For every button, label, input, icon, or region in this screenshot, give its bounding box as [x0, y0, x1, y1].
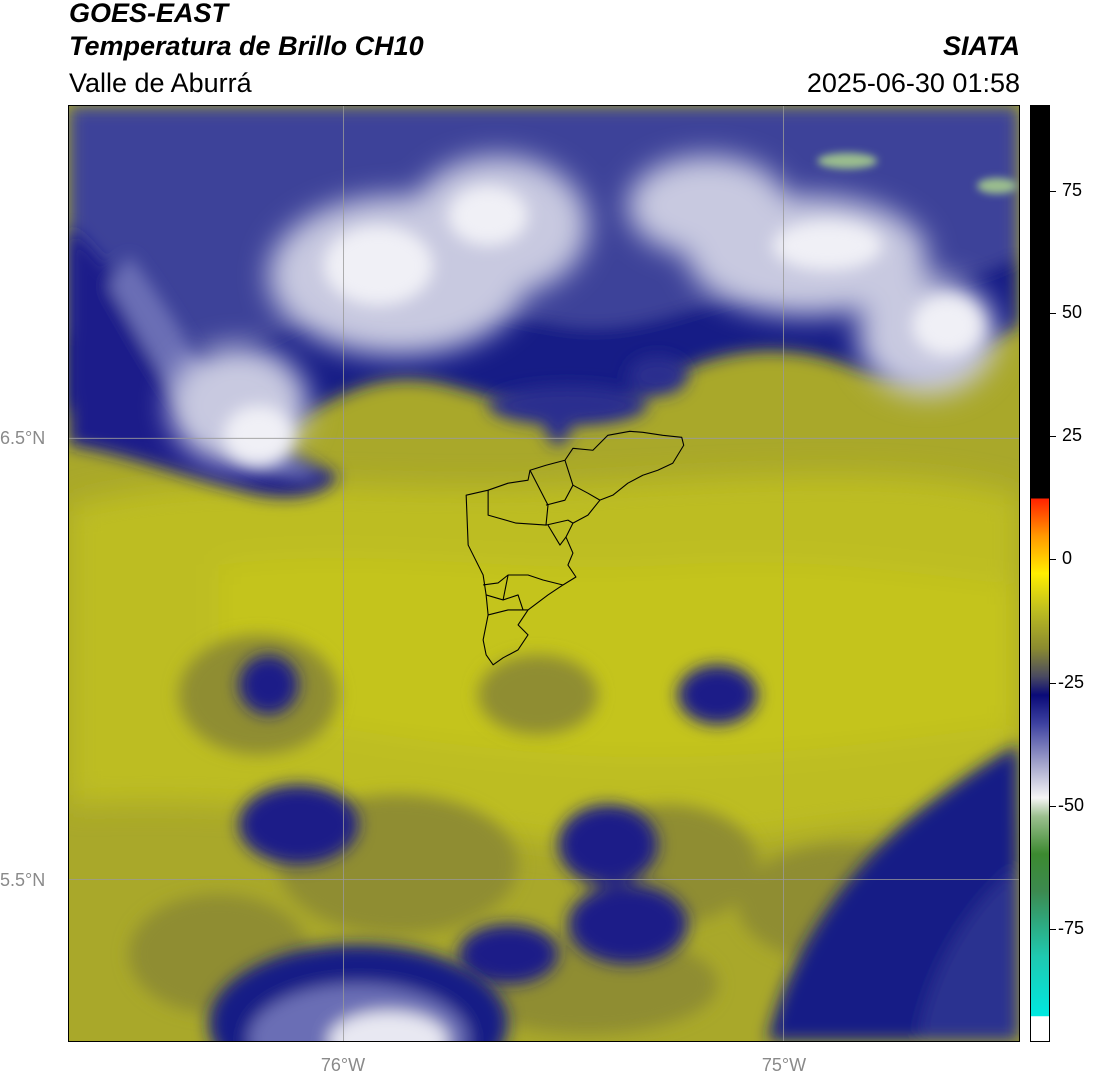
lon-label-76w: 76°W	[320, 1055, 366, 1075]
colorbar-label-50: 50	[1062, 302, 1083, 322]
colorbar-tick-50	[1050, 313, 1056, 314]
region-subtitle: Valle de Aburrá	[69, 68, 252, 98]
coldest-cloud-cores	[223, 185, 983, 466]
southern-cloud-cells	[238, 654, 758, 985]
datetime-label: 2025-06-30 01:58	[806, 68, 1020, 98]
colorbar-tick-minus-75	[1050, 929, 1056, 930]
colorbar-label-25: 25	[1062, 425, 1083, 445]
product-title: Temperatura de Brillo CH10	[69, 31, 424, 61]
colorbar-label-0: 0	[1062, 548, 1073, 568]
colorbar-label-minus-75: -75	[1058, 918, 1085, 938]
colorbar-label-75: 75	[1062, 180, 1083, 200]
municipal-boundaries	[465, 430, 685, 666]
green-cloud-specks	[817, 152, 1018, 194]
colorbar-tick-minus-25	[1050, 683, 1056, 684]
colorbar-tick-75	[1050, 191, 1056, 192]
organization-label: SIATA	[943, 31, 1020, 61]
cloud-fringe	[488, 355, 688, 446]
lon-label-75w: 75°W	[761, 1055, 807, 1075]
colorbar-tick-minus-50	[1050, 806, 1056, 807]
brightness-temperature-map	[69, 106, 1019, 1041]
southern-cold-cloud	[208, 944, 509, 1041]
southeast-cloud-mass	[767, 744, 1019, 1041]
lat-label-6-5n: 6.5°N	[0, 428, 46, 448]
satellite-title: GOES-EAST	[69, 0, 229, 28]
lat-label-5-5n: 5.5°N	[0, 870, 46, 890]
western-cloud-streak	[69, 225, 339, 498]
graticule	[69, 106, 1019, 1041]
colorbar-gradient	[1031, 106, 1049, 1041]
colorbar-label-minus-50: -50	[1058, 795, 1085, 815]
colorbar-label-minus-25: -25	[1058, 672, 1085, 692]
colorbar-tick-25	[1050, 436, 1056, 437]
map-panel[interactable]	[68, 105, 1020, 1042]
colorbar-tick-0	[1050, 559, 1056, 560]
temperature-colorbar	[1030, 105, 1050, 1042]
